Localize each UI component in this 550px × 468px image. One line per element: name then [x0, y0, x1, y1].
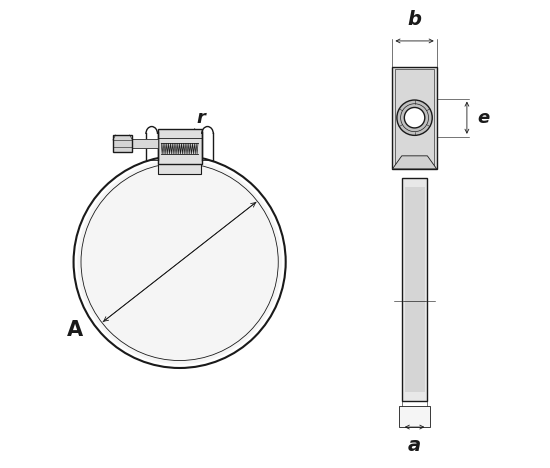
Polygon shape: [393, 156, 437, 169]
Bar: [157, 129, 202, 164]
Text: a: a: [408, 436, 421, 455]
Bar: [393, 66, 437, 169]
Text: e: e: [477, 109, 490, 127]
Bar: [402, 178, 427, 402]
Bar: [160, 138, 200, 162]
Bar: [399, 406, 430, 427]
Bar: [395, 69, 434, 167]
Circle shape: [78, 160, 282, 364]
Circle shape: [397, 100, 432, 135]
Text: A: A: [67, 321, 83, 341]
Bar: [405, 188, 425, 392]
Text: b: b: [408, 10, 421, 29]
Bar: [133, 139, 157, 148]
Bar: [158, 162, 201, 174]
Bar: [113, 135, 133, 152]
Text: r: r: [196, 109, 205, 127]
Circle shape: [404, 108, 425, 128]
